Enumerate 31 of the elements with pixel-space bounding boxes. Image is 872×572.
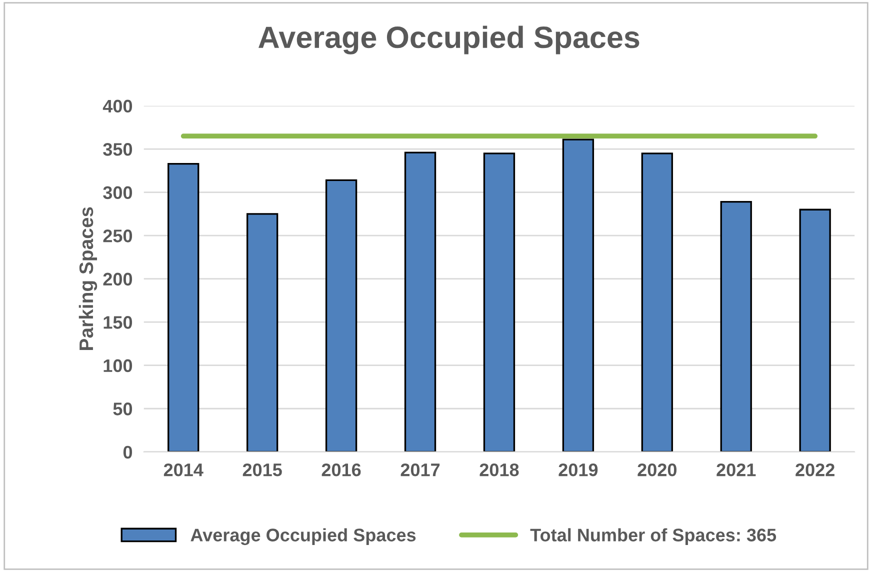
y-tick-label: 300 — [103, 186, 132, 200]
chart-title: Average Occupied Spaces — [258, 26, 640, 54]
bar — [720, 201, 752, 452]
x-tick-label: 2020 — [638, 463, 676, 476]
legend-label: Total Number of Spaces: 365 — [530, 528, 776, 546]
x-tick-label: 2022 — [796, 463, 834, 476]
bar — [246, 213, 278, 452]
y-tick-label: 400 — [102, 100, 132, 113]
bar — [483, 152, 516, 452]
x-tick-label: 2021 — [716, 463, 756, 476]
y-tick-label: 250 — [103, 230, 132, 242]
x-tick-label: 2015 — [242, 463, 282, 476]
y-tick-label: 200 — [103, 272, 132, 286]
y-tick-label: 150 — [104, 316, 132, 329]
x-tick-label: 2018 — [480, 463, 519, 476]
x-tick-label: 2017 — [400, 463, 440, 476]
y-tick-label: 0 — [123, 446, 132, 459]
bar — [404, 152, 436, 452]
bar — [641, 152, 673, 452]
bar — [168, 162, 200, 452]
bar — [799, 208, 831, 452]
x-tick-label: 2016 — [322, 463, 361, 476]
bar — [562, 138, 594, 452]
y-tick-label: 350 — [103, 143, 132, 156]
y-axis-title: Parking Spaces — [78, 207, 98, 350]
legend-label: Average Occupied Spaces — [190, 528, 416, 546]
x-tick-label: 2014 — [164, 463, 204, 476]
y-tick-label: 50 — [113, 402, 132, 416]
y-tick-label: 100 — [104, 359, 132, 372]
bar — [325, 179, 358, 452]
x-tick-label: 2019 — [558, 463, 598, 476]
